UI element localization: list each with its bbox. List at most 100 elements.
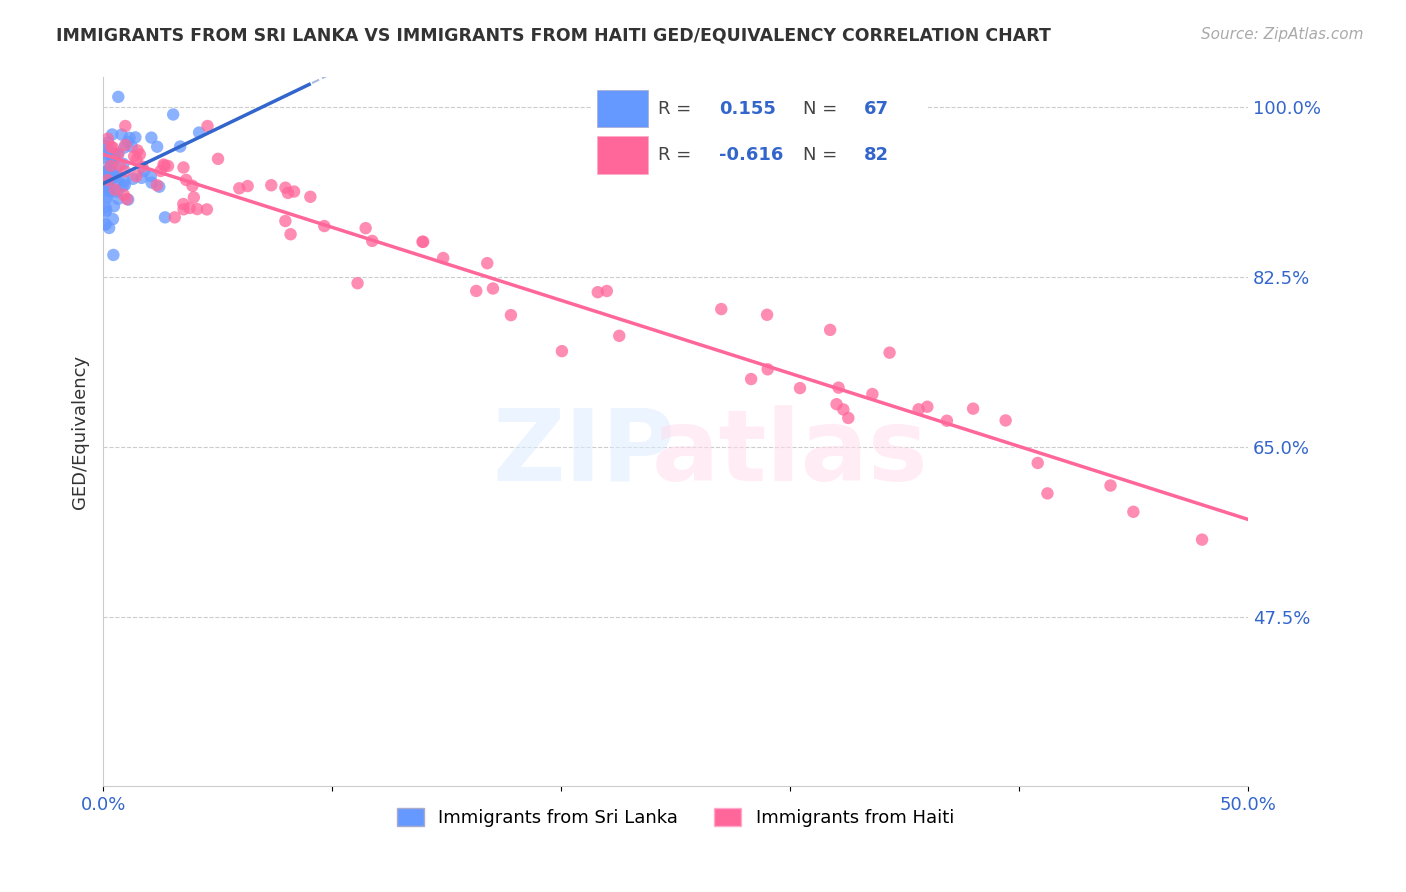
Point bbox=[236, 179, 259, 194]
Point bbox=[157, 159, 180, 173]
Point bbox=[104, 169, 127, 184]
Point bbox=[97, 132, 120, 146]
Point bbox=[412, 235, 434, 249]
Point bbox=[1026, 456, 1049, 470]
Point bbox=[110, 128, 132, 142]
Point bbox=[139, 169, 162, 183]
FancyBboxPatch shape bbox=[598, 136, 648, 174]
Point bbox=[146, 178, 169, 193]
Point bbox=[1099, 478, 1122, 492]
Text: N =: N = bbox=[803, 146, 838, 164]
Point bbox=[260, 178, 283, 193]
Point bbox=[96, 146, 118, 161]
Text: R =: R = bbox=[658, 100, 692, 118]
Point bbox=[283, 185, 305, 199]
Point bbox=[131, 170, 153, 185]
Text: 67: 67 bbox=[863, 100, 889, 118]
Point bbox=[94, 204, 117, 219]
Point bbox=[107, 147, 129, 161]
Point bbox=[117, 193, 139, 207]
Point bbox=[141, 130, 163, 145]
Point bbox=[181, 178, 204, 193]
Text: R =: R = bbox=[658, 146, 692, 164]
Point bbox=[124, 130, 146, 145]
Point bbox=[827, 381, 849, 395]
Point bbox=[96, 189, 118, 203]
Point bbox=[94, 218, 117, 232]
Point bbox=[586, 285, 609, 300]
Point bbox=[94, 183, 117, 197]
Point bbox=[111, 179, 134, 194]
FancyBboxPatch shape bbox=[598, 89, 648, 128]
Point bbox=[172, 197, 194, 211]
Point bbox=[100, 173, 122, 187]
Point bbox=[789, 381, 811, 395]
Point bbox=[710, 302, 733, 317]
Point bbox=[107, 90, 129, 104]
Point bbox=[596, 284, 619, 298]
Point bbox=[97, 165, 120, 179]
Point bbox=[477, 256, 499, 270]
Point bbox=[149, 164, 172, 178]
Point bbox=[97, 136, 120, 150]
Point bbox=[100, 154, 122, 169]
Point bbox=[818, 323, 841, 337]
Point bbox=[94, 200, 117, 214]
Point bbox=[103, 199, 125, 213]
Point bbox=[1036, 486, 1059, 500]
Point bbox=[551, 344, 574, 359]
Text: 82: 82 bbox=[863, 146, 889, 164]
Point bbox=[121, 139, 143, 153]
Point bbox=[107, 192, 129, 206]
Point bbox=[482, 281, 505, 295]
Text: 0.155: 0.155 bbox=[718, 100, 776, 118]
Point bbox=[94, 179, 117, 194]
Point bbox=[314, 219, 336, 233]
Point bbox=[183, 190, 205, 204]
Point bbox=[101, 128, 124, 142]
Point bbox=[100, 139, 122, 153]
Point bbox=[101, 166, 124, 180]
Point bbox=[114, 164, 136, 178]
Point bbox=[134, 164, 156, 178]
Point bbox=[94, 152, 117, 166]
Point bbox=[97, 144, 120, 158]
Point bbox=[499, 308, 522, 322]
Point bbox=[117, 135, 139, 149]
Point bbox=[274, 180, 297, 194]
Point bbox=[104, 146, 127, 161]
Point bbox=[131, 160, 153, 174]
Point bbox=[104, 183, 127, 197]
Point bbox=[114, 138, 136, 153]
Point bbox=[103, 248, 125, 262]
Text: -0.616: -0.616 bbox=[718, 146, 783, 164]
Point bbox=[825, 397, 848, 411]
Point bbox=[432, 251, 454, 265]
Point bbox=[100, 159, 122, 173]
Point bbox=[172, 161, 194, 175]
Point bbox=[125, 169, 148, 183]
Point bbox=[101, 157, 124, 171]
Point bbox=[962, 401, 984, 416]
Point bbox=[163, 211, 186, 225]
Point bbox=[354, 221, 377, 235]
Point bbox=[277, 186, 299, 200]
Point bbox=[98, 221, 121, 235]
Point bbox=[361, 234, 384, 248]
Point bbox=[103, 151, 125, 165]
Point bbox=[299, 190, 322, 204]
Point bbox=[112, 187, 135, 202]
Point bbox=[112, 157, 135, 171]
Point bbox=[994, 413, 1017, 427]
Point bbox=[101, 212, 124, 227]
Point bbox=[740, 372, 762, 386]
Point bbox=[1122, 505, 1144, 519]
Point bbox=[346, 277, 368, 291]
Point bbox=[97, 162, 120, 177]
Point bbox=[280, 227, 302, 242]
Point bbox=[127, 144, 149, 158]
Point bbox=[153, 159, 176, 173]
Text: N =: N = bbox=[803, 100, 838, 118]
Point bbox=[756, 362, 779, 376]
Point bbox=[411, 235, 433, 249]
